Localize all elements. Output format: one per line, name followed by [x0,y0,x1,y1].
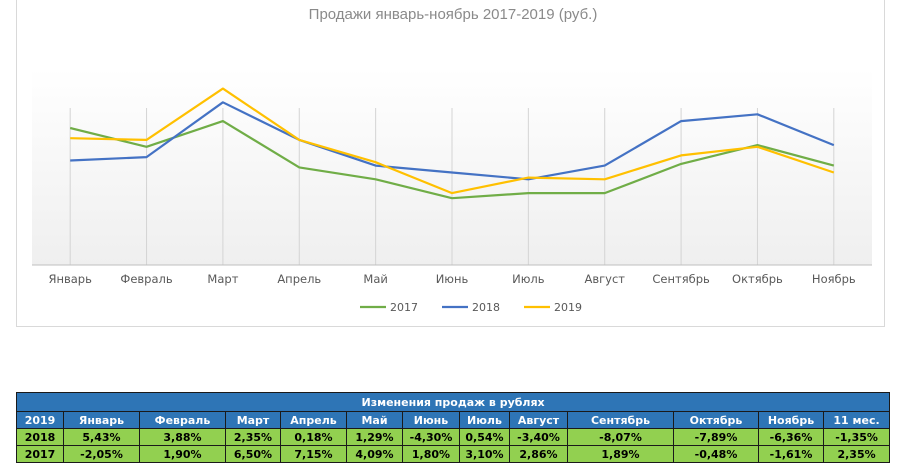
table-cell: -2,05% [63,445,140,463]
line-chart: Продажи январь-ноябрь 2017-2019 (руб.) Ян… [32,6,872,314]
table-column-header: Сентябрь [567,411,674,429]
table-cell: 3,88% [139,428,226,446]
table-header-row: 2019 Январь Февраль Март Апрель Май Июнь Июль Ав… [16,411,891,429]
x-tick-label: Июнь [436,272,469,286]
table-column-header: Октябрь [673,411,759,429]
x-tick-label: Октябрь [732,272,783,286]
table-cell: 7,15% [280,445,347,463]
legend-label-2019: 2019 [554,301,582,314]
table-column-header: Апрель [280,411,347,429]
table-cell: 5,43% [63,428,140,446]
table-column-header: Март [225,411,281,429]
table-cell: -8,07% [567,428,674,446]
table-column-header: Январь [63,411,140,429]
table-cell: 4,09% [346,445,403,463]
table-cell: 1,90% [139,445,226,463]
table-title: Изменения продаж в рублях [15,392,891,412]
table-cell: 0,18% [280,428,347,446]
table-column-header: 11 мес. [822,411,891,429]
table-cell: 1,80% [402,445,460,463]
table-cell: -1,35% [822,428,891,446]
table-row-year: 2018 [16,428,64,446]
table-cell: 1,89% [567,445,674,463]
table-cell: -7,89% [673,428,759,446]
table-cell: 3,10% [459,445,510,463]
sales-change-table: Изменения продаж в рублях 2019 Январь Февр… [15,392,891,463]
table-cell: 0,54% [459,428,510,446]
x-tick-label: Февраль [120,272,172,286]
series-line-2019 [70,87,835,195]
chart-title: Продажи январь-ноябрь 2017-2019 (руб.) [309,6,598,23]
table-cell: -3,40% [509,428,568,446]
table-column-header: Ноябрь [758,411,824,429]
table-column-header: Май [346,411,403,429]
legend-label-2017: 2017 [390,301,418,314]
table-cell: 1,29% [346,428,403,446]
series-line-2018 [70,101,835,181]
table-row: 2018 5,43% 3,88% 2,35% 0,18% 1,29% -4,30% 0,54%… [16,428,891,446]
table-column-header: Июль [459,411,510,429]
x-tick-label: Апрель [277,272,321,286]
table-row: 2017 -2,05% 1,90% 6,50% 7,15% 4,09% 1,80% 3,10%… [16,445,891,463]
x-tick-label: Ноябрь [812,272,856,286]
series-line-2017 [69,119,835,200]
x-tick-label: Январь [48,272,92,286]
table-cell: 6,50% [225,445,281,463]
x-tick-label: Июль [512,272,545,286]
table-cell: -1,61% [758,445,824,463]
table-column-header: Февраль [139,411,226,429]
table-cell: -6,36% [758,428,824,446]
table-column-header: Август [509,411,568,429]
x-tick-label: Август [584,272,625,286]
legend-label-2018: 2018 [472,301,500,314]
table-row-year: 2017 [16,445,64,463]
table-cell: 2,35% [225,428,281,446]
table-column-header: Июнь [402,411,460,429]
table-cell: 2,86% [509,445,568,463]
x-tick-label: Сентябрь [652,272,710,286]
table-cell: 2,35% [822,445,891,463]
table-cell: -0,48% [673,445,759,463]
x-tick-label: Март [207,272,238,286]
table-year-header: 2019 [16,411,64,429]
table-cell: -4,30% [402,428,460,446]
x-tick-label: Май [363,272,387,286]
